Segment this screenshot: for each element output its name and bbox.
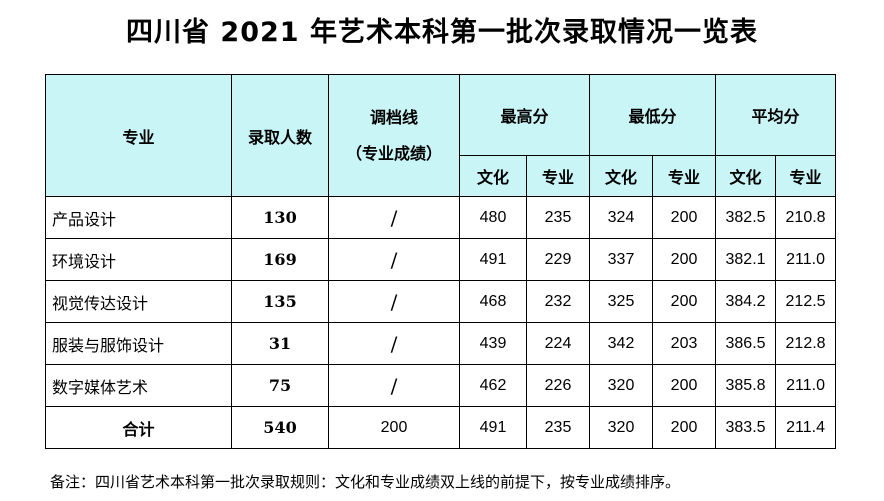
cell-high-culture: 491 bbox=[459, 238, 527, 281]
header-major: 专业 bbox=[45, 74, 232, 197]
cell-major: 服装与服饰设计 bbox=[45, 322, 232, 365]
page-title: 四川省 2021 年艺术本科第一批次录取情况一览表 bbox=[126, 17, 758, 48]
cell-total-avg-prof: 211.4 bbox=[775, 406, 837, 449]
cell-high-culture: 468 bbox=[459, 280, 527, 323]
cell-high-culture: 439 bbox=[459, 322, 527, 365]
cell-admitted: 169 bbox=[231, 238, 329, 281]
header-lowest: 最低分 bbox=[589, 74, 717, 156]
cell-avg-culture: 385.8 bbox=[715, 364, 777, 407]
cell-low-culture: 324 bbox=[589, 196, 654, 239]
header-highest: 最高分 bbox=[458, 74, 591, 156]
table-row: 服装与服饰设计 31 / 439 224 342 203 386.5 212.8 bbox=[45, 322, 837, 365]
table-row: 环境设计 169 / 491 229 337 200 382.1 211.0 bbox=[45, 238, 837, 281]
cell-major: 视觉传达设计 bbox=[45, 280, 232, 323]
cell-avg-prof: 212.8 bbox=[775, 322, 837, 365]
cell-low-culture: 342 bbox=[589, 322, 654, 365]
cell-low-prof: 200 bbox=[652, 238, 717, 281]
cell-high-prof: 232 bbox=[525, 280, 591, 323]
header-highest-culture: 文化 bbox=[459, 155, 527, 197]
header-control-line-sub: （专业成绩） bbox=[345, 143, 442, 163]
cell-low-culture: 320 bbox=[589, 364, 654, 407]
cell-control-line: / bbox=[328, 322, 460, 365]
footnote: 备注：四川省艺术本科第一批次录取规则：文化和专业成绩双上线的前提下，按专业成绩排… bbox=[50, 473, 681, 491]
cell-major: 数字媒体艺术 bbox=[45, 364, 232, 407]
cell-total-control-line: 200 bbox=[328, 406, 460, 449]
cell-low-prof: 203 bbox=[652, 322, 717, 365]
header-lowest-culture: 文化 bbox=[589, 155, 654, 197]
cell-avg-culture: 382.5 bbox=[715, 196, 777, 239]
cell-high-culture: 480 bbox=[459, 196, 527, 239]
header-average-professional: 专业 bbox=[775, 155, 837, 197]
cell-avg-culture: 382.1 bbox=[715, 238, 777, 281]
cell-control-line: / bbox=[328, 196, 460, 239]
cell-avg-prof: 212.5 bbox=[775, 280, 837, 323]
cell-avg-culture: 386.5 bbox=[715, 322, 777, 365]
cell-control-line: / bbox=[328, 280, 460, 323]
cell-avg-prof: 211.0 bbox=[775, 238, 837, 281]
cell-admitted: 31 bbox=[231, 322, 329, 365]
cell-major: 产品设计 bbox=[45, 196, 232, 239]
header-average: 平均分 bbox=[715, 74, 837, 156]
cell-high-prof: 224 bbox=[525, 322, 591, 365]
cell-total-label: 合计 bbox=[45, 406, 232, 449]
cell-total-low-culture: 320 bbox=[589, 406, 654, 449]
cell-low-prof: 200 bbox=[652, 280, 717, 323]
cell-high-prof: 226 bbox=[525, 364, 591, 407]
header-lowest-professional: 专业 bbox=[652, 155, 717, 197]
header-control-line-label: 调档线 bbox=[369, 107, 418, 127]
cell-low-culture: 337 bbox=[589, 238, 654, 281]
cell-control-line: / bbox=[328, 238, 460, 281]
cell-total-avg-culture: 383.5 bbox=[715, 406, 777, 449]
header-control-line: 调档线 （专业成绩） bbox=[328, 74, 460, 197]
cell-admitted: 130 bbox=[231, 196, 329, 239]
cell-avg-prof: 211.0 bbox=[775, 364, 837, 407]
admission-table: 专业 录取人数 调档线 （专业成绩） 最高分 最低分 平均分 文化 专业 文化 … bbox=[45, 74, 837, 449]
table-row: 产品设计 130 / 480 235 324 200 382.5 210.8 bbox=[45, 196, 837, 239]
header-highest-professional: 专业 bbox=[525, 155, 591, 197]
header-admitted: 录取人数 bbox=[231, 74, 329, 197]
cell-high-prof: 229 bbox=[525, 238, 591, 281]
cell-admitted: 135 bbox=[231, 280, 329, 323]
table-row: 视觉传达设计 135 / 468 232 325 200 384.2 212.5 bbox=[45, 280, 837, 323]
cell-low-culture: 325 bbox=[589, 280, 654, 323]
cell-total-high-culture: 491 bbox=[459, 406, 527, 449]
cell-low-prof: 200 bbox=[652, 364, 717, 407]
cell-major: 环境设计 bbox=[45, 238, 232, 281]
cell-low-prof: 200 bbox=[652, 196, 717, 239]
table-row: 数字媒体艺术 75 / 462 226 320 200 385.8 211.0 bbox=[45, 364, 837, 407]
cell-total-high-prof: 235 bbox=[525, 406, 591, 449]
header-average-culture: 文化 bbox=[715, 155, 777, 197]
cell-high-culture: 462 bbox=[459, 364, 527, 407]
cell-avg-prof: 210.8 bbox=[775, 196, 837, 239]
cell-control-line: / bbox=[328, 364, 460, 407]
cell-total-admitted: 540 bbox=[231, 406, 329, 449]
cell-admitted: 75 bbox=[231, 364, 329, 407]
cell-high-prof: 235 bbox=[525, 196, 591, 239]
cell-avg-culture: 384.2 bbox=[715, 280, 777, 323]
cell-total-low-prof: 200 bbox=[652, 406, 717, 449]
table-total-row: 合计 540 200 491 235 320 200 383.5 211.4 bbox=[45, 406, 837, 449]
